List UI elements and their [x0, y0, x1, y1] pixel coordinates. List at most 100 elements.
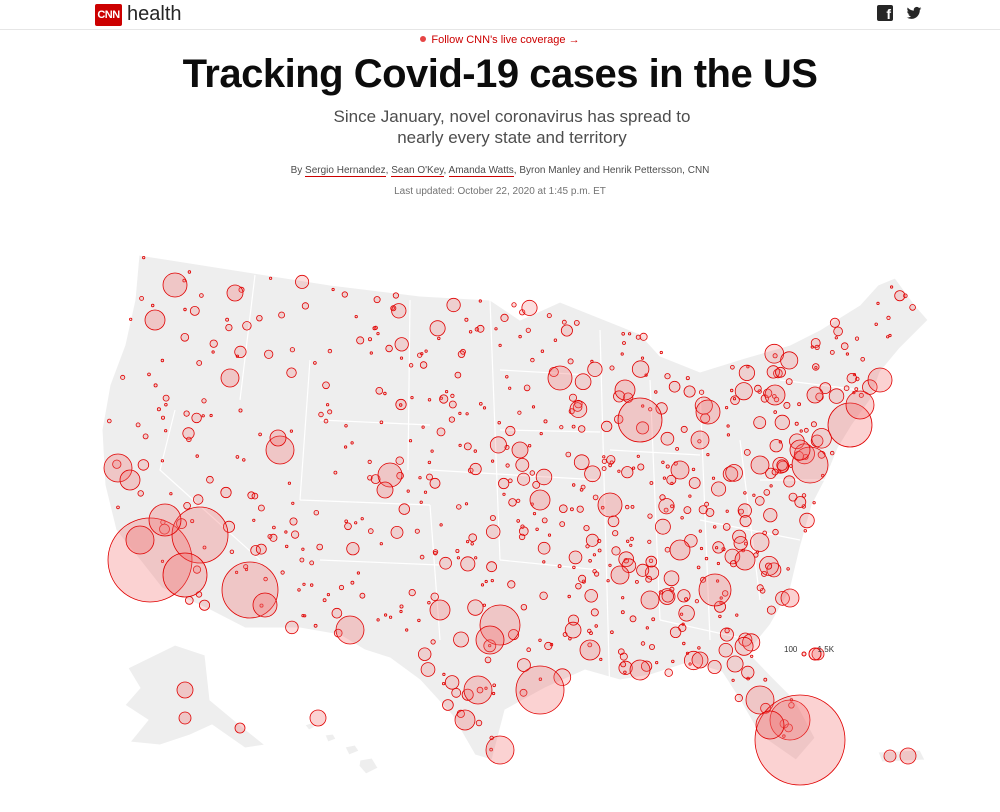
case-bubble	[125, 525, 155, 555]
case-bubble	[235, 570, 239, 575]
live-coverage-label[interactable]: Follow CNN's live coverage →	[431, 34, 580, 46]
case-bubble	[377, 462, 403, 488]
case-bubble	[782, 734, 786, 738]
case-bubble	[301, 547, 305, 551]
case-bubble	[515, 665, 565, 715]
case-bubble	[344, 522, 352, 531]
case-bubble	[899, 747, 917, 765]
case-bubble	[448, 400, 457, 409]
case-bubble	[327, 348, 333, 354]
case-bubble	[344, 424, 348, 428]
case-bubble	[797, 402, 801, 407]
case-bubble	[561, 319, 567, 325]
case-bubble	[464, 502, 469, 506]
case-bubble	[711, 476, 716, 480]
case-bubble	[258, 432, 262, 437]
case-bubble	[750, 532, 770, 553]
case-bubble	[683, 385, 696, 398]
case-bubble	[803, 529, 807, 533]
twitter-icon[interactable]	[906, 5, 922, 21]
case-bubble	[763, 508, 778, 523]
facebook-icon[interactable]: f	[877, 5, 893, 22]
live-coverage-link[interactable]: Follow CNN's live coverage →	[0, 34, 1000, 46]
case-bubble	[719, 596, 723, 600]
case-bubble	[519, 688, 528, 697]
author-link[interactable]: Sean O'Key	[391, 165, 444, 177]
case-bubble	[664, 373, 671, 380]
author-link[interactable]: Amanda Watts	[448, 165, 514, 177]
case-bubble	[772, 528, 779, 536]
case-bubble	[827, 402, 873, 448]
case-bubble	[776, 459, 788, 471]
case-bubble	[587, 628, 592, 634]
case-bubble	[572, 483, 576, 487]
section-label[interactable]: health	[127, 3, 182, 25]
case-bubble	[811, 647, 825, 661]
cnn-logo[interactable]: CNN	[95, 4, 122, 26]
case-bubble	[629, 659, 651, 681]
case-bubble	[182, 427, 195, 440]
case-bubble	[669, 586, 675, 592]
case-bubble	[567, 594, 571, 599]
case-bubble	[759, 556, 779, 576]
case-bubble	[385, 344, 393, 353]
case-bubble	[517, 472, 531, 486]
case-bubble	[464, 317, 469, 322]
case-bubble	[688, 662, 692, 666]
case-bubble	[267, 534, 273, 539]
case-bubble	[815, 392, 824, 401]
case-bubble	[590, 359, 594, 363]
case-bubble	[269, 429, 287, 447]
case-bubble	[160, 459, 164, 463]
case-bubble	[285, 620, 299, 635]
case-bubble	[310, 583, 314, 587]
case-bubble	[436, 427, 446, 437]
case-bubble	[753, 416, 767, 430]
case-bubble	[523, 384, 531, 392]
case-bubble	[486, 561, 498, 573]
case-bubble	[568, 550, 583, 565]
case-bubble	[299, 557, 305, 563]
case-bubble	[476, 686, 484, 694]
case-bubble	[243, 564, 249, 570]
case-bubble	[483, 639, 497, 653]
case-bubble	[313, 510, 319, 516]
case-bubble	[602, 455, 606, 459]
case-bubble	[326, 592, 330, 597]
case-bubble	[698, 573, 732, 607]
case-bubble	[309, 560, 315, 566]
case-bubble	[608, 563, 612, 567]
case-bubble	[780, 351, 799, 370]
legend-small-bubble	[801, 651, 807, 657]
case-bubble	[601, 458, 608, 464]
case-bubble	[418, 647, 432, 661]
case-bubble	[344, 519, 349, 524]
case-bubble	[451, 687, 462, 698]
case-bubble	[354, 314, 358, 319]
case-bubble	[225, 317, 230, 322]
case-bubble	[516, 498, 521, 503]
case-bubble	[420, 662, 436, 677]
case-bubble	[541, 517, 548, 524]
case-bubble	[408, 363, 414, 368]
case-bubble	[427, 460, 432, 465]
case-bubble	[323, 418, 329, 424]
case-bubble	[209, 413, 213, 418]
case-bubble	[629, 615, 637, 623]
case-bubble	[367, 528, 374, 534]
case-bubble	[846, 373, 858, 384]
case-bubble	[636, 421, 650, 435]
case-bubble	[645, 575, 653, 583]
case-bubble	[860, 356, 865, 362]
case-bubble	[265, 435, 295, 465]
case-bubble	[284, 530, 288, 534]
case-bubble	[518, 334, 522, 339]
case-bubble	[527, 444, 532, 448]
case-bubble	[765, 562, 773, 570]
case-bubble	[333, 470, 338, 475]
case-bubble	[338, 584, 345, 591]
case-bubble	[600, 505, 605, 510]
case-bubble	[520, 524, 525, 529]
author-link[interactable]: Sergio Hernandez	[305, 165, 386, 177]
case-bubble	[171, 506, 229, 564]
